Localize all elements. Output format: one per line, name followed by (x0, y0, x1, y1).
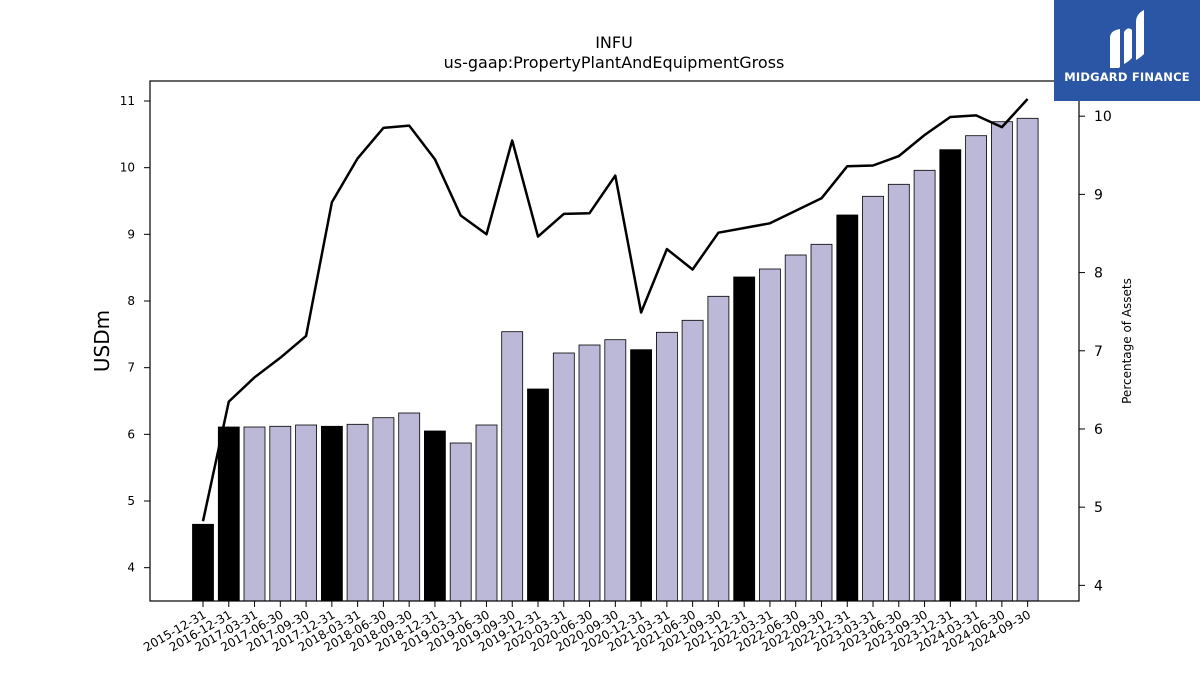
y-right-tick-label: 4 (1094, 578, 1103, 594)
brand-name: MIDGARD FINANCE (1064, 70, 1190, 84)
bar-2021-06-30 (681, 319, 704, 602)
bar-2015-12-31 (192, 523, 214, 602)
bar-2022-09-30 (810, 243, 833, 602)
bar-2022-12-31 (836, 214, 859, 602)
bar-2024-03-31 (965, 135, 987, 602)
bar-2018-12-31 (423, 430, 446, 602)
bar-2018-06-30 (372, 417, 395, 602)
bar-2019-12-31 (527, 388, 549, 602)
bar-2023-09-30 (913, 169, 936, 602)
y-left-tick-label: 8 (127, 294, 135, 308)
y-right-tick-label: 9 (1094, 187, 1103, 203)
bar-2020-09-30 (604, 339, 627, 602)
bar-2019-03-31 (449, 442, 472, 602)
bar-2021-03-31 (656, 331, 678, 602)
bar-2020-12-31 (630, 349, 652, 602)
y-right-tick-label: 8 (1094, 266, 1103, 282)
bar-2020-03-31 (552, 352, 575, 602)
bar-2022-03-31 (759, 268, 781, 602)
bar-2017-06-30 (269, 425, 292, 602)
chart-title: INFU (595, 33, 633, 52)
midgard-logo-icon (1110, 10, 1144, 68)
bar-2019-06-30 (475, 424, 498, 602)
bar-2017-09-30 (295, 424, 318, 602)
y-right-tick-label: 7 (1094, 344, 1103, 360)
bar-2017-12-31 (320, 425, 343, 602)
bar-2019-09-30 (501, 331, 524, 602)
brand-logo: MIDGARD FINANCE (1054, 0, 1200, 101)
y-axis-left: 4 5 6 7 8 9 10 11 (120, 94, 150, 575)
bar-2021-12-31 (733, 276, 756, 602)
y-left-tick-label: 10 (120, 161, 135, 175)
bar-series (192, 117, 1039, 602)
bar-2023-03-31 (862, 195, 884, 602)
y-right-tick-label: 5 (1094, 500, 1103, 516)
bar-2021-09-30 (707, 295, 730, 602)
bar-2024-09-30 (1016, 117, 1039, 602)
y-left-tick-label: 5 (127, 494, 135, 508)
bar-2016-12-31 (217, 426, 240, 602)
y-left-tick-label: 7 (127, 361, 135, 375)
y-left-tick-label: 4 (127, 561, 135, 575)
bar-2023-12-31 (939, 149, 962, 602)
bar-2023-06-30 (887, 183, 910, 602)
plot-frame (149, 80, 1080, 602)
y-right-tick-label: 6 (1094, 422, 1103, 438)
bar-2018-03-31 (346, 423, 369, 602)
bar-2020-06-30 (578, 344, 601, 602)
y-left-tick-label: 9 (127, 227, 135, 241)
bar-2024-06-30 (991, 121, 1013, 602)
chart-subtitle: us-gaap:PropertyPlantAndEquipmentGross (444, 53, 785, 72)
bar-2018-09-30 (398, 412, 421, 602)
y-axis-left-label: USDm (90, 310, 114, 372)
y-left-tick-label: 6 (127, 427, 135, 441)
percentage-line (201, 98, 1029, 522)
y-axis-right: 4 5 6 7 8 9 10 (1079, 109, 1112, 594)
x-axis: 2015-12-312016-12-312017-03-312017-06-30… (141, 601, 1033, 654)
y-axis-right-label: Percentage of Assets (1120, 278, 1134, 404)
y-right-tick-label: 10 (1094, 109, 1112, 125)
bar-2022-06-30 (784, 254, 807, 602)
bar-2017-03-31 (243, 426, 266, 602)
y-left-tick-label: 11 (120, 94, 135, 108)
